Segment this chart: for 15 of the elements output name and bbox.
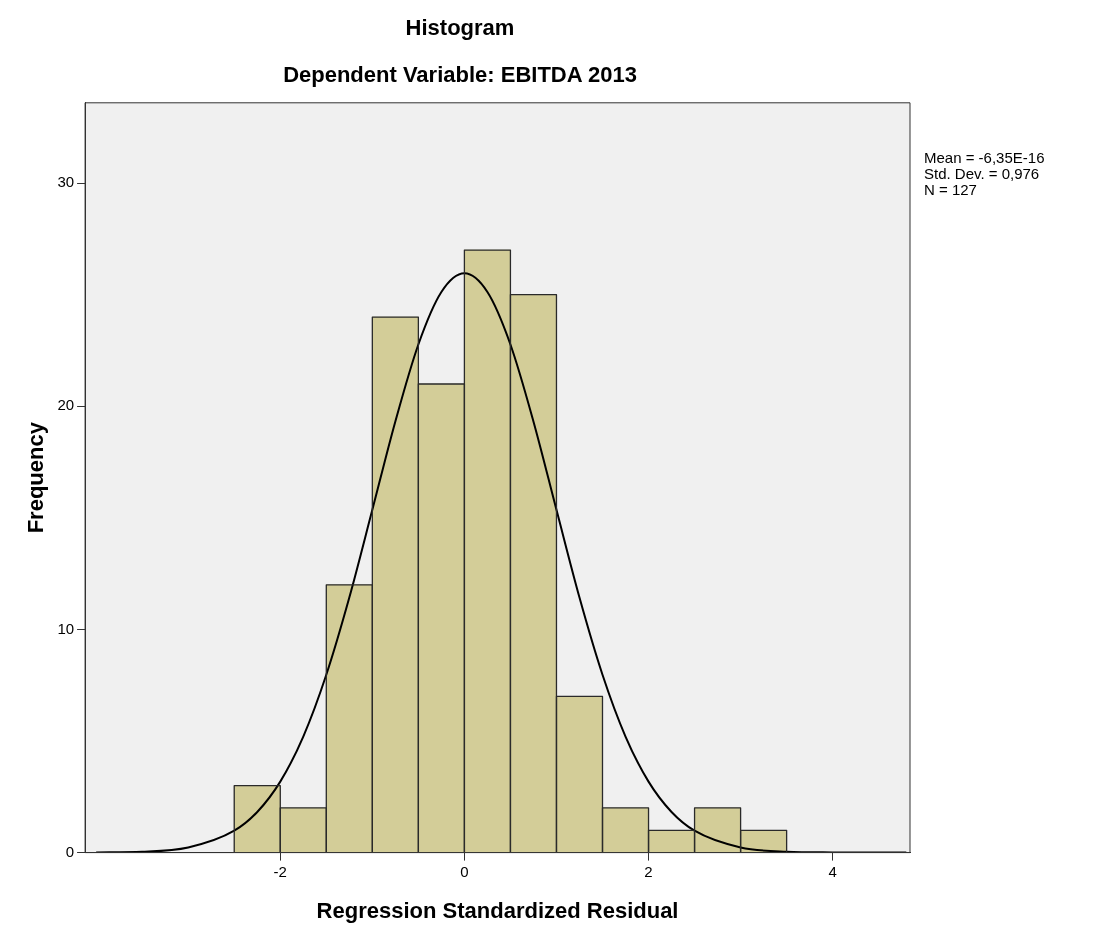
- y-tick-label: 30: [57, 173, 75, 191]
- text: Mean = -6,35E-16: [924, 149, 1045, 166]
- text: N = 127: [924, 181, 978, 198]
- y-axis-title: Frequency: [23, 421, 49, 534]
- chart-subtitle: Dependent Variable: EBITDA 2013: [283, 61, 637, 87]
- text: Std. Dev. = 0,976: [924, 165, 1041, 182]
- chart-title: Histogram: [405, 15, 515, 41]
- x-axis-title: Regression Standardized Residual: [316, 897, 679, 923]
- x-tick-label: -2: [273, 862, 287, 880]
- y-tick-label: 0: [65, 842, 75, 860]
- x-tick-label: 0: [460, 862, 469, 880]
- x-tick-label: 4: [828, 862, 837, 880]
- y-tick-label: 20: [57, 396, 75, 414]
- y-tick-label: 10: [57, 619, 75, 637]
- x-tick-label: 2: [644, 862, 653, 880]
